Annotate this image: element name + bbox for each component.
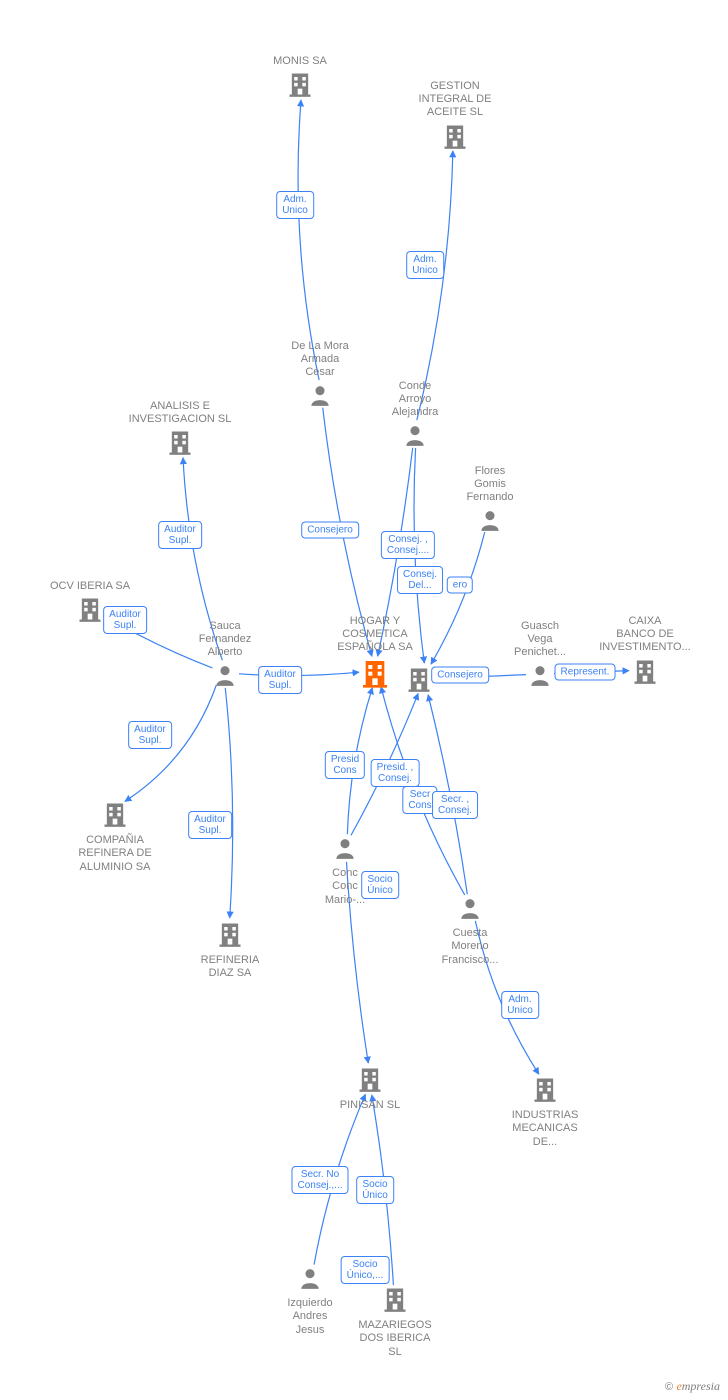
- edge-mazariegos-pinisan: [372, 1095, 394, 1285]
- edge-conde-central: [378, 448, 413, 656]
- edge-concha-central: [347, 688, 372, 834]
- edge-cuesta-industrias: [475, 921, 539, 1074]
- watermark: © empresia: [665, 1379, 720, 1394]
- edge-concha-pinisan: [347, 862, 369, 1063]
- edge-concha-demer: [351, 693, 418, 835]
- edge-sauca-refineria: [225, 688, 232, 918]
- edge-conde-gestion: [417, 151, 453, 420]
- edge-sauca-analisis: [183, 458, 222, 661]
- edge-conde-demer: [414, 448, 424, 663]
- edge-sauca-ocv: [104, 616, 212, 668]
- edge-delamora-monis: [298, 100, 319, 380]
- edge-flores-demer: [431, 532, 485, 664]
- edge-sauca-central: [239, 672, 359, 675]
- edge-delamora-central: [323, 408, 372, 657]
- edge-guasch-demer: [441, 675, 526, 679]
- edge-cuesta-central: [381, 687, 465, 895]
- edge-guasch-caixa: [554, 671, 629, 674]
- edge-sauca-compania: [125, 685, 216, 801]
- graph-canvas: [0, 0, 728, 1400]
- brand-rest: mpresia: [682, 1379, 720, 1393]
- copyright-symbol: ©: [665, 1381, 673, 1393]
- edge-izquierdo-pinisan: [314, 1094, 365, 1264]
